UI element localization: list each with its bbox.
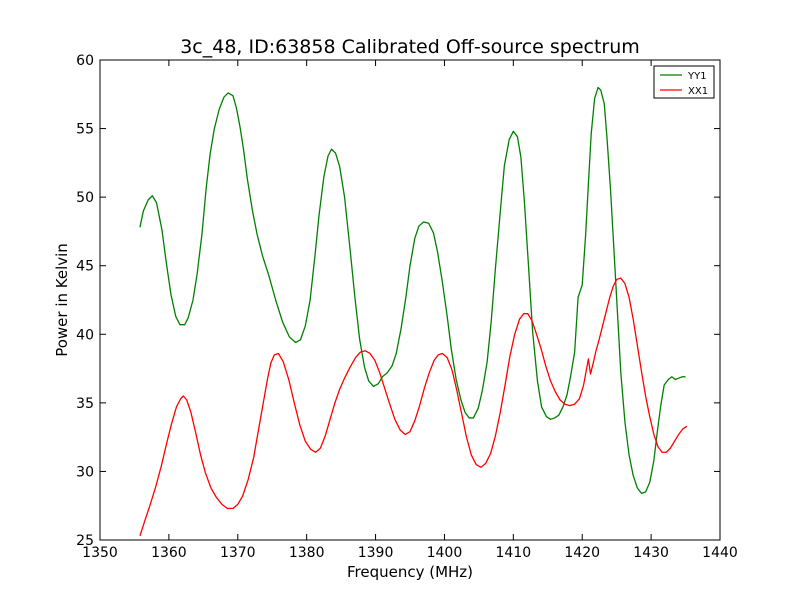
x-tick-label: 1390 xyxy=(358,545,394,561)
y-tick-label: 50 xyxy=(76,190,94,206)
legend-box xyxy=(653,65,715,99)
plot-frame xyxy=(99,59,721,541)
chart-title: 3c_48, ID:63858 Calibrated Off-source sp… xyxy=(180,36,640,58)
series-line-xx1 xyxy=(139,277,688,537)
x-tick-label: 1370 xyxy=(220,545,256,561)
x-tick-label: 1380 xyxy=(289,545,325,561)
x-tick-label: 1420 xyxy=(564,545,600,561)
x-axis-label: Frequency (MHz) xyxy=(347,563,473,581)
y-tick-label: 30 xyxy=(76,464,94,480)
y-tick-label: 25 xyxy=(76,533,94,549)
legend-label-yy1: YY1 xyxy=(687,71,707,82)
x-tick-label: 1410 xyxy=(496,545,532,561)
legend-label-xx1: XX1 xyxy=(688,86,708,97)
y-tick-label: 55 xyxy=(76,122,94,138)
y-axis-label: Power in Kelvin xyxy=(53,243,71,357)
x-tick-label: 1440 xyxy=(702,545,738,561)
y-tick-label: 35 xyxy=(76,396,94,412)
x-tick-label: 1360 xyxy=(151,545,187,561)
y-tick-label: 45 xyxy=(76,259,94,275)
series-line-yy1 xyxy=(139,86,686,495)
x-tick-label: 1350 xyxy=(82,545,118,561)
y-tick-label: 40 xyxy=(76,327,94,343)
x-tick-label: 1430 xyxy=(633,545,669,561)
y-tick-label: 60 xyxy=(76,53,94,69)
x-tick-label: 1400 xyxy=(427,545,463,561)
